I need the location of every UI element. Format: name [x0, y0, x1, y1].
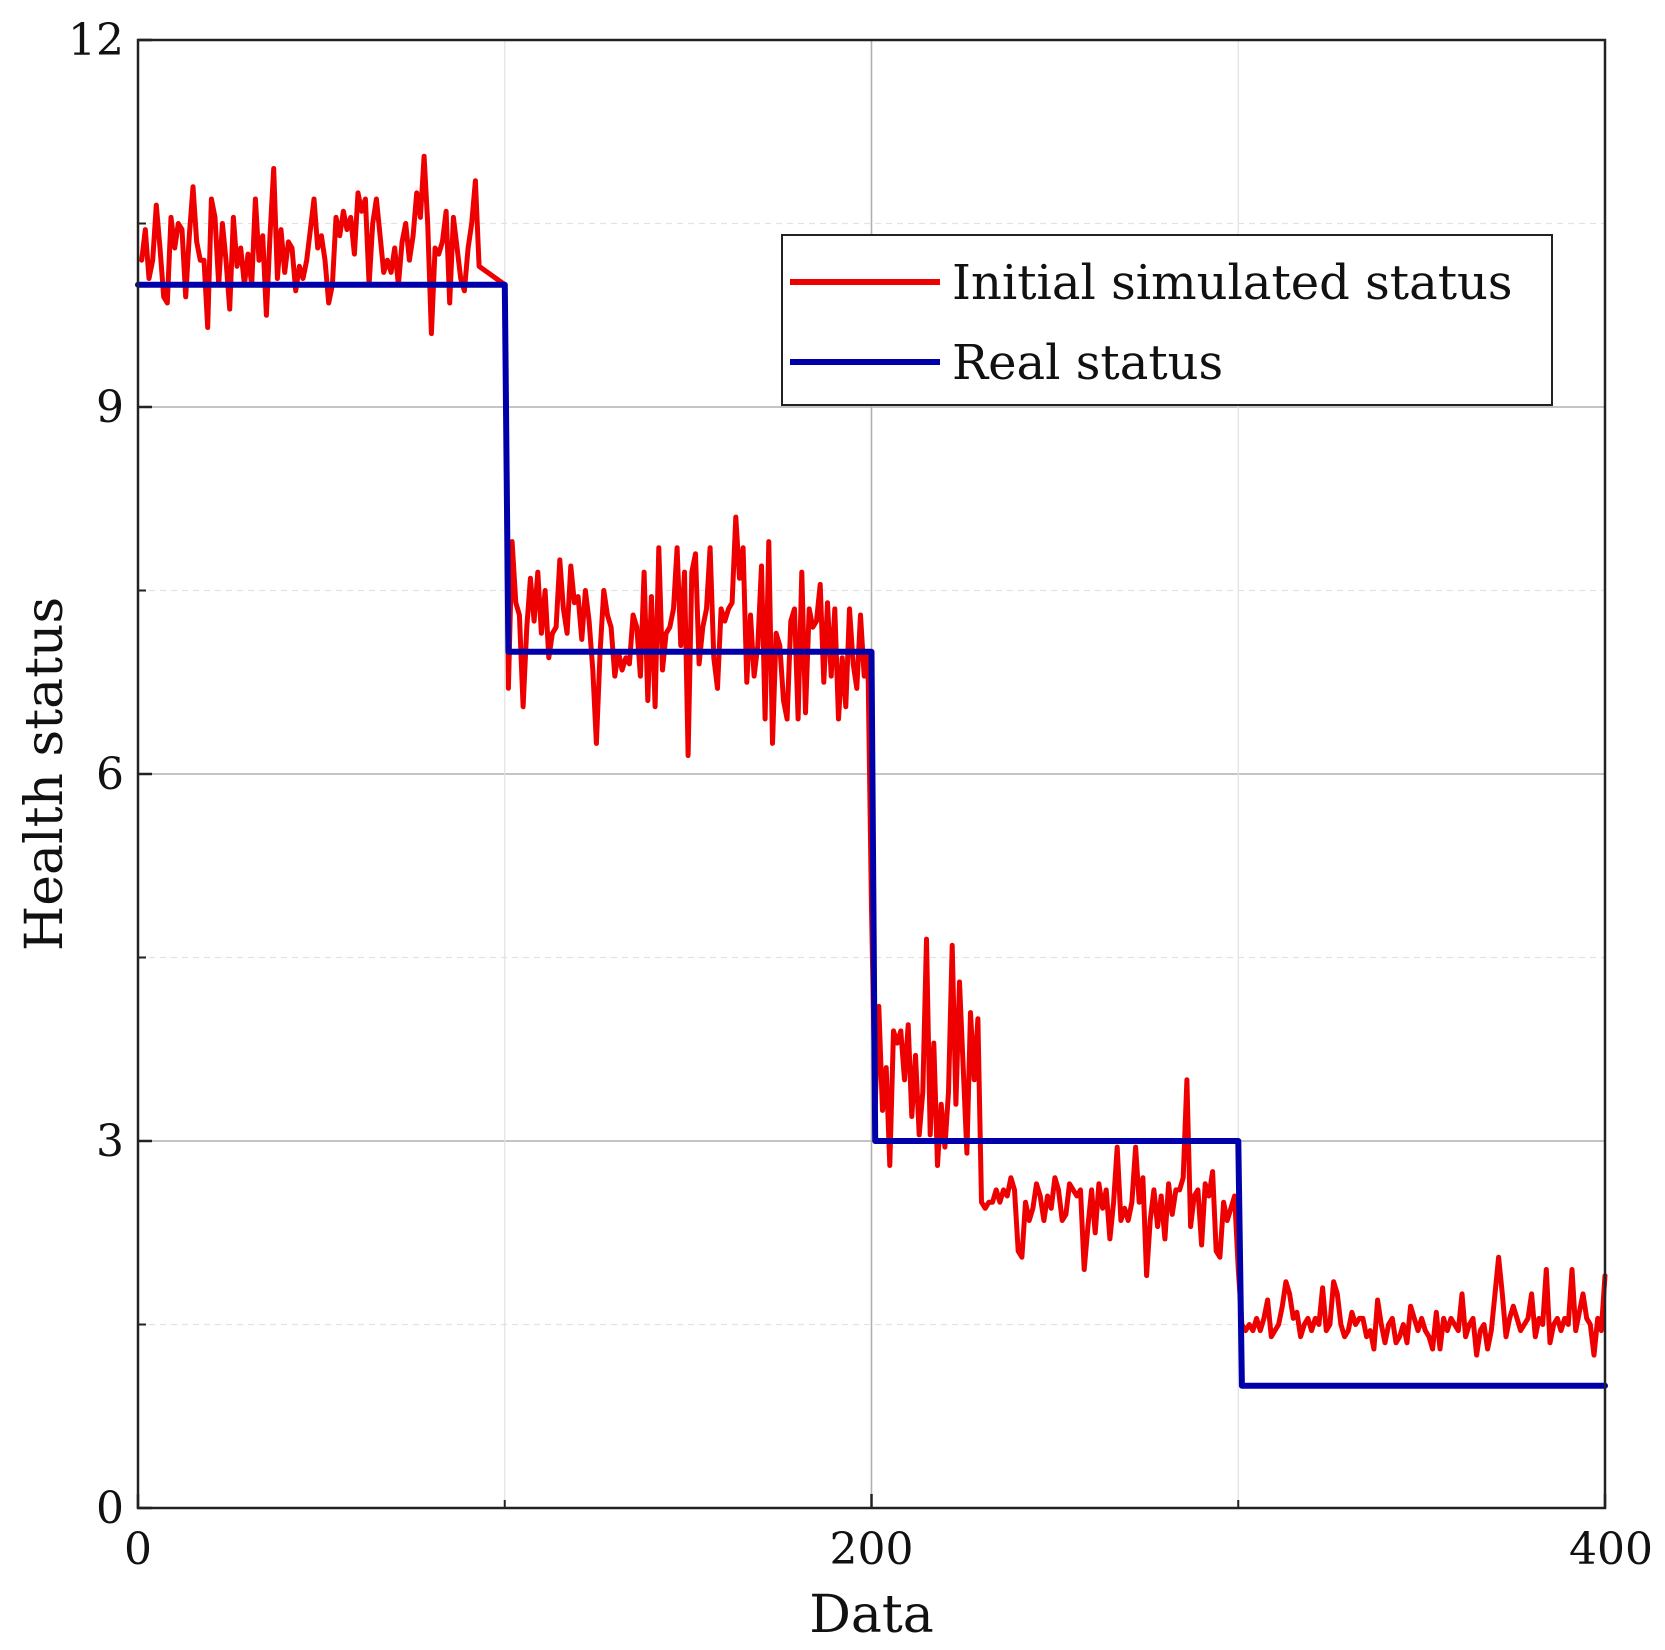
y-tick-label: 12 [68, 15, 124, 66]
y-axis-title: Health status [15, 597, 75, 951]
legend-label-real-status: Real status [952, 335, 1223, 391]
y-tick-label: 0 [96, 1483, 124, 1534]
series-line-initial-simulated-status [139, 153, 1608, 1358]
axis-ticks: 0 200 400 0 3 6 9 12 [68, 15, 1653, 1575]
x-tick-label: 200 [830, 1524, 914, 1575]
x-tick-label: 400 [1569, 1524, 1653, 1575]
legend-box [781, 234, 1553, 406]
legend: Initial simulated status Real status [781, 234, 1553, 406]
legend-label-initial-simulated-status: Initial simulated status [952, 255, 1513, 311]
y-tick-label: 3 [96, 1116, 124, 1167]
y-tick-label: 9 [96, 382, 124, 433]
x-axis-title: Data [809, 1585, 934, 1645]
x-tick-label: 0 [124, 1524, 152, 1575]
y-tick-label: 6 [96, 749, 124, 800]
series-line-real-status [135, 281, 1608, 1389]
series-lines [135, 153, 1608, 1389]
